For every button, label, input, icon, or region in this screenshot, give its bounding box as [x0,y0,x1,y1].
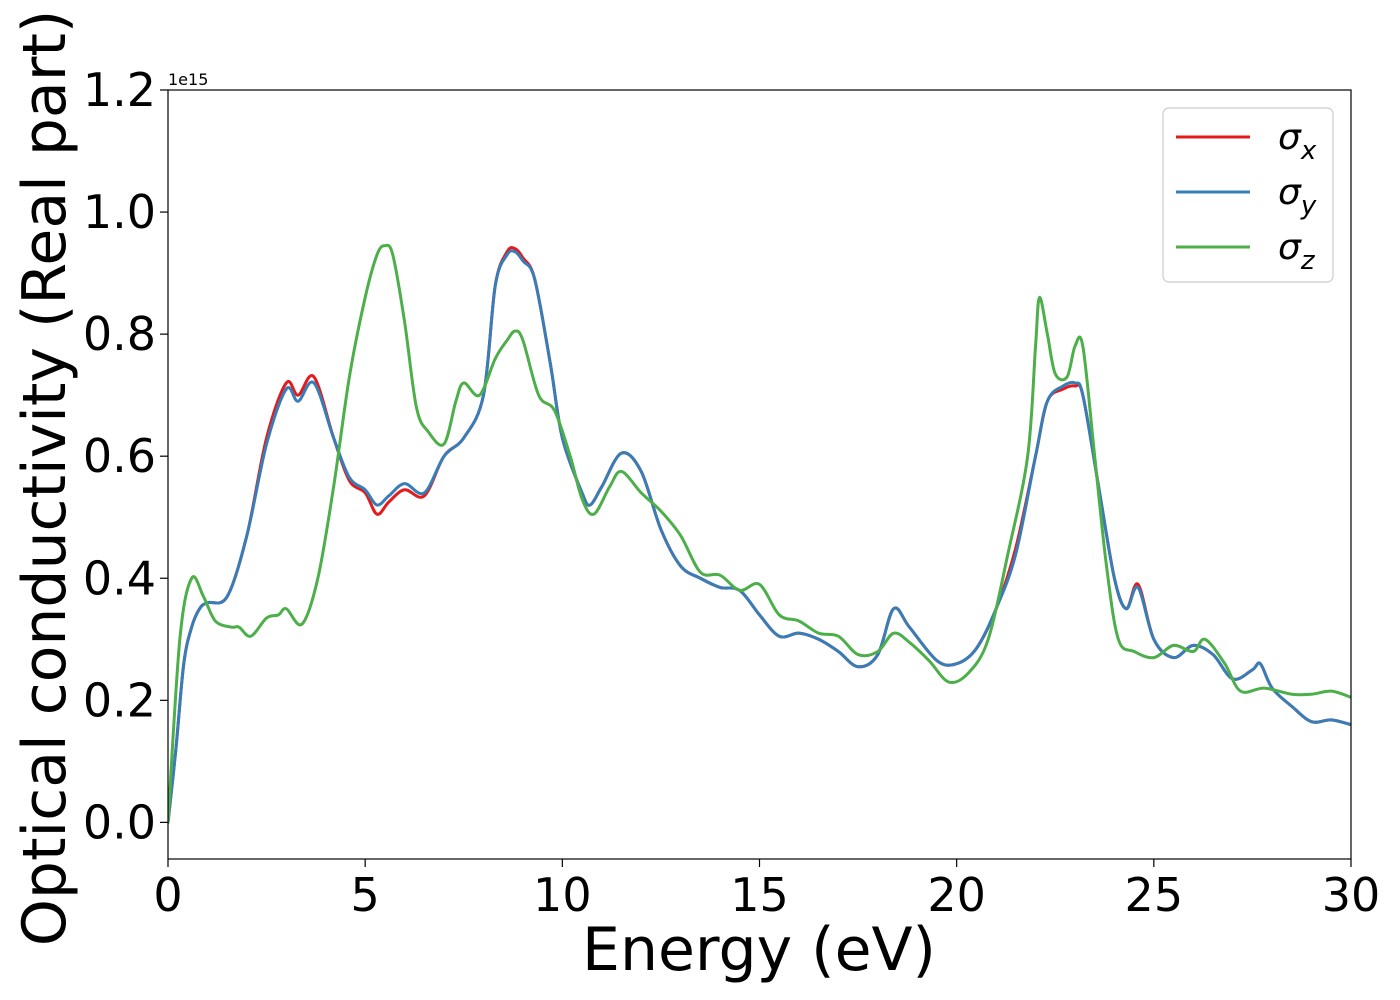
y-axis-ticks: 0.0 0.2 0.4 0.6 0.8 1.0 1.2 [83,63,168,849]
y-axis-offset-text: 1e15 [168,70,208,89]
x-tick-label: 30 [1322,868,1381,922]
y-tick-label: 1.2 [83,63,156,117]
x-axis-title: Energy (eV) [582,915,936,985]
x-tick-label: 15 [730,868,789,922]
y-tick-label: 1.0 [83,185,156,239]
x-tick-label: 0 [153,868,182,922]
legend-label-y: σy [1278,172,1317,221]
x-tick-label: 5 [351,868,380,922]
y-tick-label: 0.4 [83,551,156,605]
series-line-z [168,243,1351,824]
y-axis-title: Optical conductivity (Real part) [10,10,80,947]
legend-label-z: σz [1278,227,1316,276]
y-tick-label: 0.0 [83,795,156,849]
y-tick-label: 0.8 [83,307,156,361]
legend: σx σy σz [1162,107,1334,283]
y-tick-label: 0.2 [83,673,156,727]
legend-box [1162,107,1334,283]
series-line-x [168,246,1351,824]
x-axis-ticks: 0 5 10 15 20 25 30 [153,859,1380,922]
x-tick-label: 25 [1125,868,1184,922]
legend-label-x: σx [1278,117,1317,166]
series-line-y [168,249,1351,824]
y-tick-label: 0.6 [83,429,156,483]
x-tick-label: 20 [927,868,986,922]
series-layer [168,243,1351,824]
x-tick-label: 10 [533,868,592,922]
